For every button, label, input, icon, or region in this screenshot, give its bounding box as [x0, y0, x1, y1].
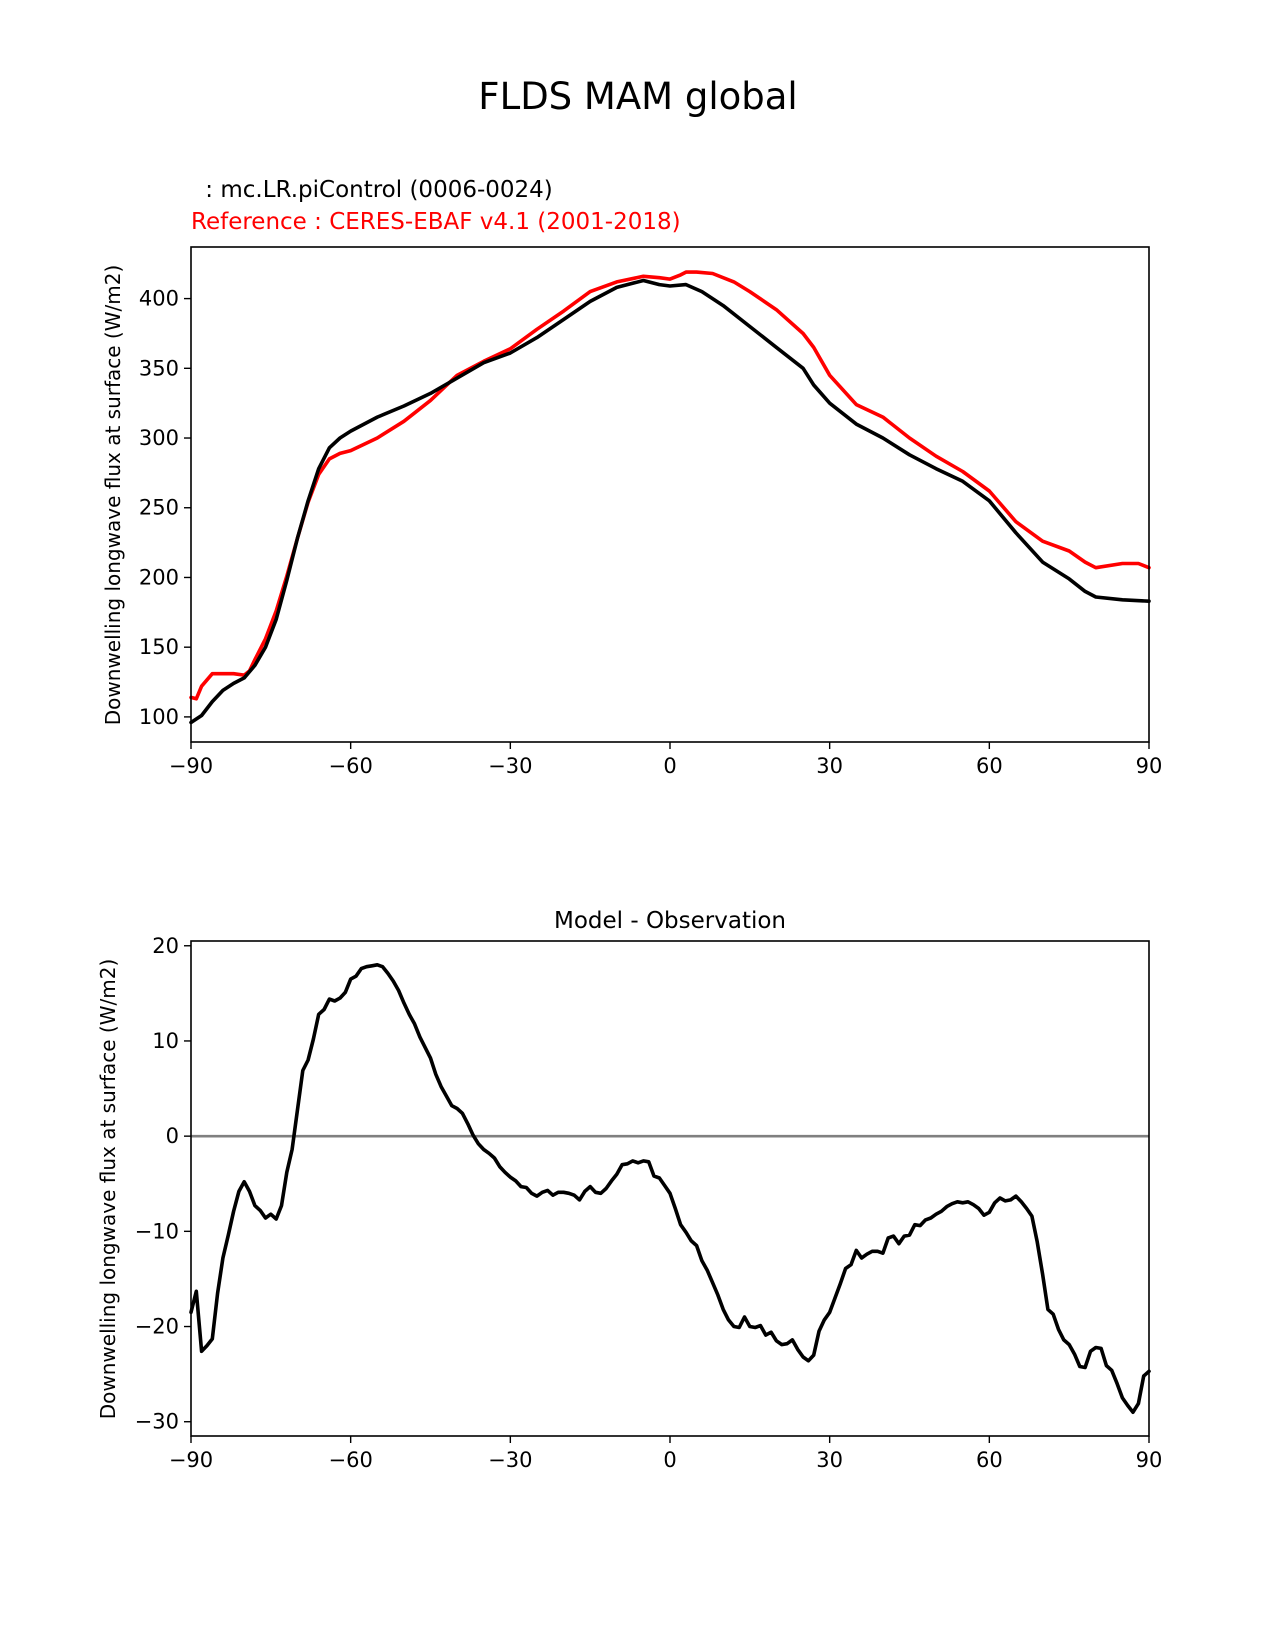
bottom-axes-decor: −90 −60 −30 0 30 60 90 −30 −20 −10 0 10 20: [135, 934, 1163, 1472]
bottom-y-axis-label: Downwelling longwave flux at surface (W/…: [96, 959, 120, 1420]
bottom-axes-frame: [190, 940, 1150, 1437]
top-x-tick-label: 90: [1136, 754, 1163, 778]
bottom-x-tick-label: −60: [329, 1448, 373, 1472]
model-label: : mc.LR.piControl (0006-0024): [198, 177, 553, 203]
top-x-tick-label: 0: [663, 754, 676, 778]
bottom-series-group: [189, 962, 1151, 1414]
bottom-y-tick-label: −20: [135, 1315, 179, 1339]
bottom-y-tick-label: −30: [135, 1410, 179, 1434]
bottom-y-tick-label: 10: [152, 1029, 179, 1053]
top-test-series-line: [189, 278, 1151, 725]
reference-label: Reference : CERES-EBAF v4.1 (2001-2018): [191, 209, 681, 235]
bottom-x-tick-label: 30: [816, 1448, 843, 1472]
bottom-x-tick-label: 0: [663, 1448, 676, 1472]
bottom-x-tick-label: 90: [1136, 1448, 1163, 1472]
top-y-tick-label: 350: [139, 356, 179, 380]
top-reference-series-line: [189, 270, 1151, 701]
top-x-tick-label: −90: [169, 754, 213, 778]
top-x-tick-label: −60: [329, 754, 373, 778]
bottom-y-tick-label: 20: [152, 934, 179, 958]
top-y-tick-label: 400: [139, 287, 179, 311]
bottom-x-tick-label: −30: [488, 1448, 532, 1472]
difference-panel: Model - Observation Downwelling longwave…: [96, 908, 1162, 1472]
top-y-tick-label: 200: [139, 565, 179, 589]
top-axes-decor: −90 −60 −30 0 30 60 90 100 150 200 250 300 350 400: [139, 287, 1162, 778]
top-series-group: [189, 270, 1151, 725]
top-y-tick-label: 300: [139, 426, 179, 450]
top-x-tick-label: 30: [816, 754, 843, 778]
bottom-title: Model - Observation: [554, 908, 786, 934]
bottom-x-tick-label: 60: [976, 1448, 1003, 1472]
top-y-tick-label: 250: [139, 496, 179, 520]
top-axes-frame: [190, 246, 1150, 743]
bottom-y-tick-label: −10: [135, 1219, 179, 1243]
climatology-panel: : mc.LR.piControl (0006-0024) Reference …: [101, 177, 1162, 778]
bottom-x-tick-label: −90: [169, 1448, 213, 1472]
top-y-axis-label: Downwelling longwave flux at surface (W/…: [101, 265, 125, 726]
top-x-tick-label: −30: [488, 754, 532, 778]
top-y-tick-label: 150: [139, 635, 179, 659]
top-x-tick-label: 60: [976, 754, 1003, 778]
top-y-tick-label: 100: [139, 705, 179, 729]
bottom-difference-series-line: [189, 962, 1151, 1414]
figure-suptitle: FLDS MAM global: [478, 75, 797, 118]
bottom-y-tick-label: 0: [166, 1124, 179, 1148]
